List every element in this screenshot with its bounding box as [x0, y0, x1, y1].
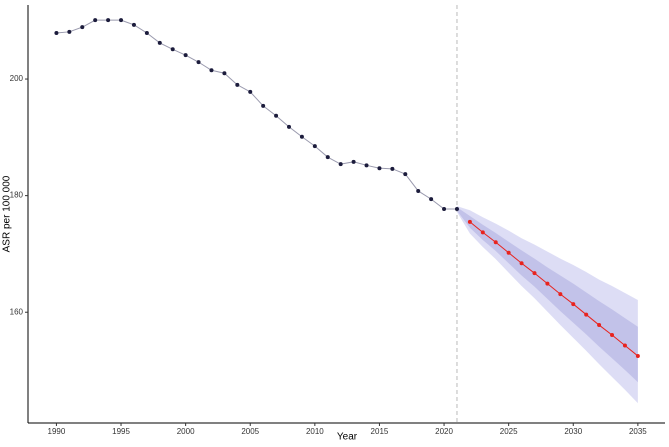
confidence-band [456, 207, 638, 383]
projected-point [493, 240, 498, 245]
observed-line [56, 19, 457, 210]
x-tick-label: 2010 [306, 427, 324, 436]
observed-point [209, 68, 214, 73]
y-tick-label: 180 [10, 191, 24, 200]
observed-point [106, 18, 111, 23]
observed-point [429, 197, 434, 202]
projected-point [519, 261, 524, 266]
projected-point [467, 219, 472, 224]
x-tick-label: 2025 [500, 427, 518, 436]
x-tick-label: 2020 [435, 427, 453, 436]
y-tick-label: 160 [10, 307, 24, 316]
projected-point [558, 292, 563, 297]
projected-point [480, 230, 485, 235]
projected-point [545, 281, 550, 286]
observed-point [248, 89, 253, 94]
observed-point [338, 162, 343, 167]
observed-point [390, 166, 395, 171]
observed-point [157, 40, 162, 45]
observed-point [54, 30, 59, 35]
projected-point [597, 323, 602, 328]
projected-point [622, 343, 627, 348]
observed-point [274, 113, 279, 118]
observed-point [235, 82, 240, 87]
x-tick-label: 2015 [371, 427, 389, 436]
x-axis-label: Year [337, 432, 358, 442]
projected-point [584, 312, 589, 317]
observed-point [261, 103, 266, 108]
x-tick-label: 2030 [564, 427, 582, 436]
x-tick-label: 2005 [241, 427, 259, 436]
observed-point [222, 71, 227, 76]
observed-point [119, 18, 124, 23]
observed-point [312, 144, 317, 149]
observed-point [442, 207, 447, 212]
x-tick-label: 2035 [629, 427, 647, 436]
y-tick-label: 200 [10, 74, 24, 83]
observed-point [170, 47, 175, 52]
observed-point [351, 159, 356, 164]
observed-point [377, 166, 382, 171]
observed-point [299, 134, 304, 139]
projected-point [610, 332, 615, 337]
y-axis-label: ASR per 100 000 [2, 175, 13, 252]
observed-point [67, 29, 72, 34]
observed-point [93, 18, 98, 23]
observed-point [364, 163, 369, 168]
observed-point [144, 30, 149, 35]
projected-point [506, 250, 511, 255]
observed-point [416, 188, 421, 193]
projected-point [571, 302, 576, 307]
x-tick-label: 1995 [112, 427, 130, 436]
observed-point [131, 22, 136, 27]
observed-point [196, 60, 201, 65]
observed-point [80, 25, 85, 30]
observed-point [183, 53, 188, 58]
projected-point [532, 271, 537, 276]
observed-point [403, 172, 408, 177]
x-tick-label: 2000 [177, 427, 195, 436]
observed-point [287, 124, 292, 129]
projected-line [469, 221, 639, 357]
observed-point [454, 207, 459, 212]
observed-point [325, 155, 330, 160]
projected-point [635, 353, 640, 358]
x-tick-label: 1990 [48, 427, 66, 436]
